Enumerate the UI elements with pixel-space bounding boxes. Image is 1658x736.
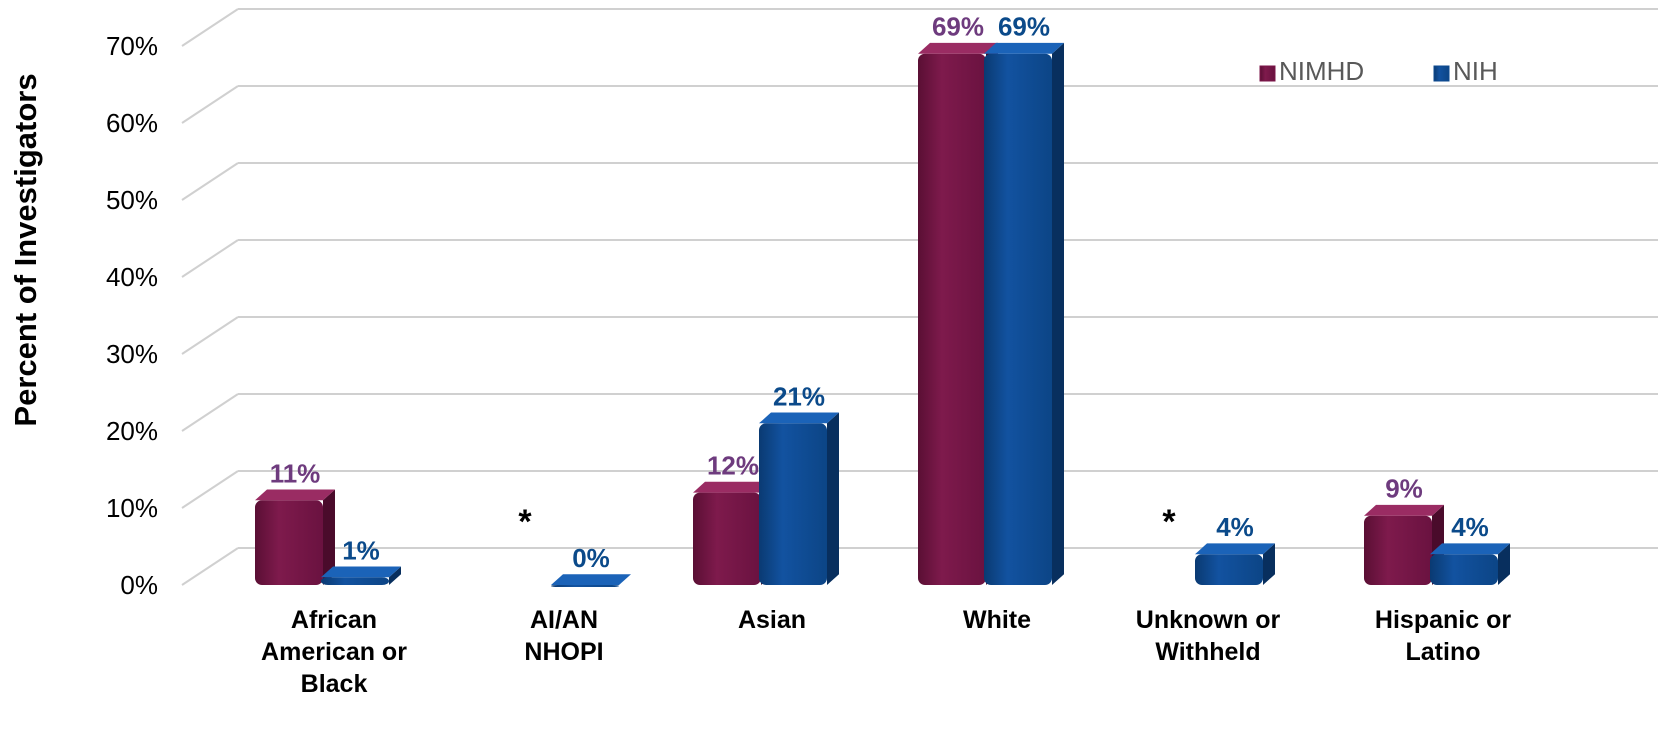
bar-nih <box>321 566 401 585</box>
bar-nih <box>1195 543 1275 585</box>
data-label-nih: 4% <box>1216 512 1254 542</box>
gridline-depth <box>181 547 239 586</box>
y-tick-label: 20% <box>106 416 158 446</box>
data-label-nimhd: 11% <box>270 458 321 488</box>
data-label-nimhd: 69% <box>932 12 984 42</box>
bars <box>255 42 1510 587</box>
x-tick-label: Asian <box>738 606 806 634</box>
y-tick-label: 10% <box>106 493 158 523</box>
data-label-nih: 0% <box>572 543 610 573</box>
bar-nimhd <box>255 489 335 585</box>
x-tick-label: Hispanic or Latino <box>1375 606 1511 666</box>
y-tick-label: 70% <box>106 31 158 61</box>
legend: NIMHD NIH <box>1259 56 1498 86</box>
y-axis-ticks: 0% 10% 20% 30% 40% 50% 60% 70% <box>106 31 158 600</box>
legend-swatch <box>1259 65 1276 82</box>
bar-nih <box>759 412 839 585</box>
gridline-depth <box>181 239 239 278</box>
bar-nih <box>551 574 631 587</box>
legend-item-nimhd: NIMHD <box>1259 56 1364 86</box>
gridline-depth <box>181 8 239 47</box>
bar-nih <box>1430 543 1510 585</box>
legend-swatch <box>1433 65 1450 82</box>
legend-item-nih: NIH <box>1433 56 1498 86</box>
data-label-nih: 1% <box>342 535 380 565</box>
data-label-nimhd: 9% <box>1385 474 1423 504</box>
y-tick-label: 0% <box>120 570 158 600</box>
data-label-nih: 69% <box>998 12 1050 42</box>
gridline-depth <box>181 470 239 509</box>
suppressed-marker: * <box>518 503 532 541</box>
gridline-depth <box>181 316 239 355</box>
x-tick-label: AI/AN NHOPI <box>524 606 603 666</box>
suppressed-marker: * <box>1162 503 1176 541</box>
x-tick-label: African American or Black <box>261 606 407 698</box>
y-tick-label: 50% <box>106 185 158 215</box>
data-label-nimhd: 12% <box>707 451 759 481</box>
y-tick-label: 60% <box>106 108 158 138</box>
x-axis-categories: African American or Black AI/AN NHOPI Asian Wh… <box>261 606 1511 698</box>
data-label-nih: 21% <box>773 381 825 411</box>
bar-nih <box>984 42 1064 585</box>
legend-label: NIMHD <box>1279 56 1364 86</box>
y-tick-label: 40% <box>106 262 158 292</box>
data-label-nih: 4% <box>1451 512 1489 542</box>
legend-label: NIH <box>1453 56 1498 86</box>
gridline-depth <box>181 393 239 432</box>
gridline-depth <box>181 162 239 201</box>
x-tick-label: Unknown or Withheld <box>1136 606 1281 666</box>
y-tick-label: 30% <box>106 339 158 369</box>
y-axis-title: Percent of Investigators <box>8 73 43 426</box>
gridline-depth <box>181 85 239 124</box>
data-labels: 11% 1% * 0% 12% 21% 69% 69% * 4% 9% 4% <box>270 12 1489 573</box>
x-tick-label: White <box>963 606 1031 634</box>
bar-nimhd <box>1364 504 1444 585</box>
